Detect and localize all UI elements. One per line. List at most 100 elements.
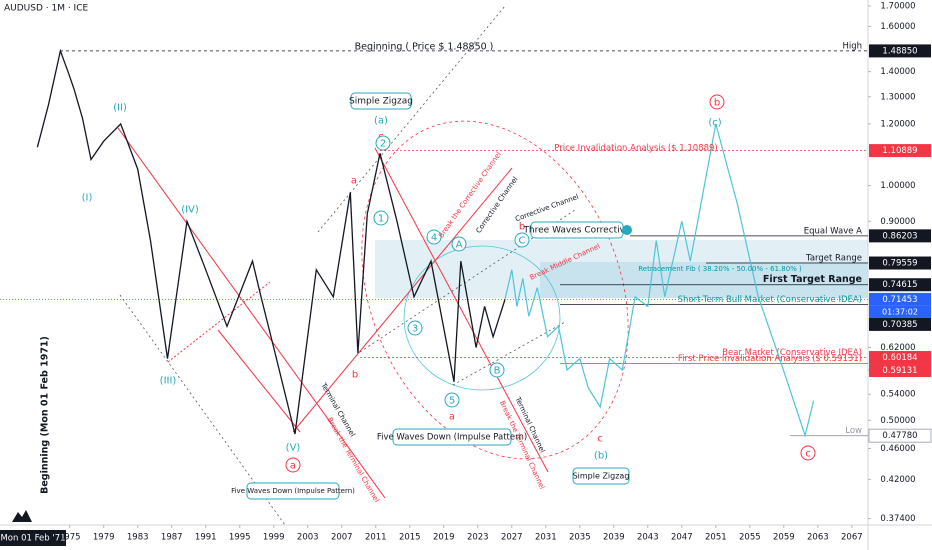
x-tick-label: 2063 <box>807 533 829 543</box>
correction-circle <box>403 245 561 391</box>
wave-circle <box>709 94 725 110</box>
x-tick-label: 2015 <box>399 533 421 543</box>
wave-label: b <box>352 370 358 381</box>
x-tick-label: 1991 <box>195 533 217 543</box>
cursor-label-box <box>0 530 66 546</box>
wave-label: B <box>494 366 501 377</box>
level-name: Target Range <box>805 254 862 264</box>
annotation: Beginning (Mon 01 Feb 1971) <box>40 336 51 494</box>
x-tick-label: 1983 <box>127 533 149 543</box>
x-tick-label: 1979 <box>93 533 115 543</box>
channels <box>117 127 549 499</box>
wave-label: C <box>519 236 526 247</box>
y-tick-label: 0.90000 <box>880 217 915 227</box>
wave-circle <box>285 457 301 473</box>
x-tick-label: 2023 <box>467 533 489 543</box>
annotation: Retracement Fib ( 38.20% - 50.00% - 61.8… <box>638 265 802 273</box>
x-tick-label: 1987 <box>161 533 183 543</box>
wave-label: c <box>805 449 811 460</box>
wave-label: (V) <box>286 443 301 454</box>
annotation: Price Invalidation Analysis ($ 1.10889) <box>554 144 718 154</box>
wave-label: (IV) <box>181 205 199 216</box>
x-tick-label: 2019 <box>433 533 455 543</box>
wave-circle <box>373 210 389 226</box>
symbol-title: AUDUSD · 1M · ICE <box>4 4 88 14</box>
y-tick-label: 1.40000 <box>880 67 915 77</box>
price-tag-label: 0.70385 <box>882 320 917 330</box>
price-tag-label: 0.71453 <box>882 295 917 305</box>
wave-label: A <box>456 240 463 251</box>
y-tick-label: 0.50000 <box>880 416 915 426</box>
x-tick-label: 1975 <box>59 533 81 543</box>
level-name: Short-Term Bull Market (Conservative IDE… <box>678 295 862 305</box>
level-name: Low <box>845 426 862 436</box>
price-tag-label: 1.48850 <box>882 46 917 56</box>
x-tick-label: 1999 <box>263 533 285 543</box>
wave-label: 5 <box>449 396 455 407</box>
price-tag-label: 0.74615 <box>882 280 917 290</box>
callout-text: Five Waves Down (Impulse Pattern) <box>377 433 527 443</box>
wave-circle <box>407 320 423 336</box>
wave-label: a <box>449 412 455 423</box>
wave-label: b <box>714 98 720 109</box>
callout-text: Five Waves Down (Impulse Pattern) <box>231 487 355 495</box>
wave-label: 3 <box>412 324 418 335</box>
wave-label: a <box>351 176 357 187</box>
wave-label: (III) <box>160 376 177 387</box>
x-tick-label: 2031 <box>535 533 557 543</box>
level-name: First Target Range <box>763 274 862 285</box>
annotation: Beginning ( Price $ 1.48850 ) <box>355 42 494 53</box>
y-tick-label: 1.30000 <box>880 92 915 102</box>
level-name: Bear Market (Conservative IDEA) <box>722 348 862 358</box>
callout-text: Simple Zigzag <box>573 472 630 481</box>
countdown-box <box>869 305 931 318</box>
price-tag <box>869 278 931 292</box>
wave-circle <box>489 362 505 378</box>
price-tag <box>868 428 932 443</box>
x-tick-label: 2003 <box>297 533 319 543</box>
callout-icon <box>622 225 632 235</box>
countdown: 01:37:02 <box>882 307 918 316</box>
y-tick-label: 1.20000 <box>880 119 915 129</box>
wave-circle <box>451 236 467 252</box>
wave-label: (a) <box>374 116 388 127</box>
y-tick-label: 0.54000 <box>880 390 915 400</box>
price-tag <box>869 292 931 306</box>
projection-line <box>504 123 815 438</box>
wave-label: (I) <box>82 193 93 204</box>
y-tick-label: 0.37400 <box>880 514 915 524</box>
price-tag <box>869 144 931 158</box>
cursor-label: Mon 01 Feb '71 <box>0 534 65 544</box>
price-tag-label: 0.79559 <box>882 259 917 269</box>
callout-box <box>392 428 512 446</box>
x-tick-label: 2035 <box>569 533 591 543</box>
wave-label: c <box>597 434 603 445</box>
x-tick-label: 2059 <box>773 533 795 543</box>
x-tick-label: 1995 <box>229 533 251 543</box>
price-tag-label: 0.86203 <box>882 231 917 241</box>
callout-text: Three Waves Corrective <box>522 226 631 236</box>
x-tick-label: 2047 <box>671 533 693 543</box>
callout-box <box>572 467 630 485</box>
x-tick-label: 2043 <box>637 533 659 543</box>
y-tick-label: 0.42000 <box>880 475 915 485</box>
price-tag <box>869 44 931 58</box>
wave-circle <box>444 392 460 408</box>
y-tick-label: 0.62000 <box>880 343 915 353</box>
price-tag-label: 0.47780 <box>882 431 917 441</box>
y-tick-label: 1.00000 <box>880 181 915 191</box>
wave-label: a <box>290 461 296 472</box>
wave-circle <box>514 232 530 248</box>
price-line <box>36 48 506 435</box>
wave-circle <box>375 135 391 151</box>
level-name: Equal Wave A <box>804 226 862 236</box>
y-tick-label: 1.60000 <box>880 22 915 32</box>
price-tag <box>869 364 931 378</box>
price-tag <box>869 317 931 331</box>
wave-label: (b) <box>594 451 608 462</box>
wave-label: 1 <box>378 214 384 225</box>
price-tag-label: 0.60184 <box>882 353 917 363</box>
price-tag <box>869 229 931 243</box>
y-tick-label: 0.46000 <box>880 444 915 454</box>
